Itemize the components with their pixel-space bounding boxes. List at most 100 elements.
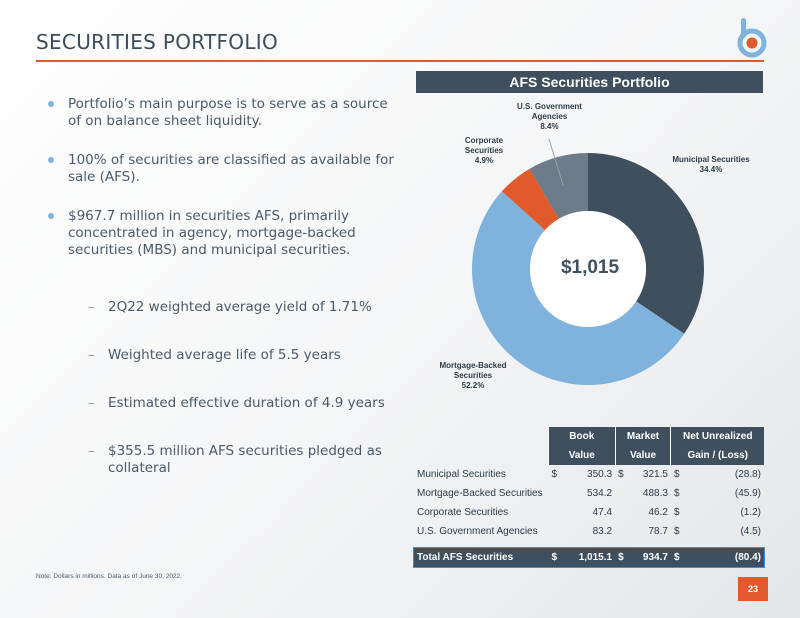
page-title: SECURITIES PORTFOLIO <box>36 30 279 54</box>
currency <box>615 503 631 522</box>
label-mbs-pct: 52.2% <box>461 381 485 390</box>
total-gain: (80.4) <box>686 547 764 567</box>
book-value: 350.3 <box>587 469 613 480</box>
currency: $ <box>673 488 680 499</box>
currency: $ <box>618 469 624 480</box>
col-gain: Net Unrealized <box>670 427 764 446</box>
market-value: 78.7 <box>648 526 668 537</box>
bullet-item: 100% of securities are classified as ava… <box>48 152 398 186</box>
donut-center-total: $1,015 <box>560 257 620 278</box>
currency: $ <box>670 547 687 567</box>
currency <box>615 522 631 541</box>
label-agencies-name2: Agencies <box>531 112 568 121</box>
label-corporate-pct: 4.9% <box>474 156 494 165</box>
page-number: 23 <box>738 577 768 601</box>
label-agencies: U.S. Government Agencies 8.4% <box>502 102 597 132</box>
dash-icon: – <box>88 347 95 363</box>
col-market-2: Value <box>614 446 671 465</box>
col-market: Market <box>614 427 671 446</box>
sub-bullet-text: 2Q22 weighted average yield of 1.71% <box>108 299 372 315</box>
sub-bullet-item: – 2Q22 weighted average yield of 1.71% <box>48 299 398 316</box>
row-name: Municipal Securities <box>417 469 506 480</box>
row-name: U.S. Government Agencies <box>417 526 538 537</box>
col-book-2: Value <box>548 446 616 465</box>
donut-hole <box>530 211 646 327</box>
currency: $ <box>673 526 680 537</box>
donut-svg <box>471 138 704 386</box>
bullet-dot-icon <box>48 213 54 219</box>
bullet-text: 100% of securities are classified as ava… <box>68 152 394 185</box>
bullet-item: $967.7 million in securities AFS, primar… <box>48 208 398 259</box>
currency: $ <box>615 547 632 567</box>
sub-bullet-item: – $355.5 million AFS securities pledged … <box>48 443 398 477</box>
bullet-dot-icon <box>48 101 54 107</box>
total-market: 934.7 <box>631 547 671 567</box>
label-agencies-pct: 8.4% <box>540 122 559 131</box>
bullet-list: Portfolio’s main purpose is to serve as … <box>48 96 398 508</box>
slice-agencies <box>529 153 588 219</box>
currency <box>549 503 565 522</box>
label-mbs-name2: Securities <box>453 371 493 380</box>
table-header-row-2: Value Value Gain / (Loss) <box>414 446 764 465</box>
book-value: 47.4 <box>592 507 613 518</box>
label-mbs: Mortgage-Backed Securities 52.2% <box>416 361 530 391</box>
label-municipal-name: Municipal Securities <box>672 155 750 164</box>
col-book: Book <box>548 427 616 446</box>
currency: $ <box>673 507 680 518</box>
leader-line-agencies <box>548 138 564 186</box>
market-value: 488.3 <box>642 488 668 499</box>
currency <box>549 522 565 541</box>
gain-loss: (45.9) <box>734 488 761 499</box>
label-agencies-name1: U.S. Government <box>517 102 582 111</box>
currency <box>615 484 631 503</box>
slice-mbs <box>471 191 685 386</box>
donut-chart: $1,015 Municipal Securities 34.4% Mortga… <box>416 93 763 403</box>
bullet-item: Portfolio’s main purpose is to serve as … <box>48 96 398 130</box>
row-name: Mortgage-Backed Securities <box>417 488 543 499</box>
sub-bullet-text: Weighted average life of 5.5 years <box>108 347 341 363</box>
bullet-dot-icon <box>48 157 54 163</box>
footnote: Note: Dollars in millions. Data as of Ju… <box>36 573 182 580</box>
table-total-row: Total AFS Securities $ 1,015.1 $ 934.7 $… <box>413 546 765 568</box>
table-row: Mortgage-Backed Securities 534.2 488.3 $… <box>414 484 764 503</box>
currency <box>549 484 565 503</box>
book-value: 83.2 <box>592 526 613 537</box>
market-value: 321.5 <box>642 469 668 480</box>
slice-municipal <box>588 153 704 334</box>
table-header-row-1: Book Market Net Unrealized <box>414 427 764 446</box>
dash-icon: – <box>88 395 95 411</box>
total-book: 1,015.1 <box>564 547 616 567</box>
label-mbs-name1: Mortgage-Backed <box>439 361 507 370</box>
sub-bullet-text: $355.5 million AFS securities pledged as… <box>108 443 382 476</box>
title-divider <box>36 60 764 62</box>
bullet-text: Portfolio’s main purpose is to serve as … <box>68 96 388 129</box>
row-name: Corporate Securities <box>417 507 509 518</box>
bank-logo-icon <box>737 18 767 58</box>
gain-loss: (28.8) <box>734 469 761 480</box>
label-municipal: Municipal Securities 34.4% <box>656 155 766 175</box>
chart-title: AFS Securities Portfolio <box>416 71 763 93</box>
currency: $ <box>548 547 565 567</box>
sub-bullet-item: – Weighted average life of 5.5 years <box>48 347 398 364</box>
gain-loss: (1.2) <box>740 507 761 518</box>
label-corporate-name1: Corporate <box>464 136 504 145</box>
sub-bullet-text: Estimated effective duration of 4.9 year… <box>108 395 385 411</box>
gain-loss: (4.5) <box>740 526 761 537</box>
col-gain-2: Gain / (Loss) <box>670 446 764 465</box>
sub-bullet-item: – Estimated effective duration of 4.9 ye… <box>48 395 398 412</box>
total-name: Total AFS Securities <box>414 547 549 567</box>
label-corporate: Corporate Securities 4.9% <box>450 136 518 166</box>
currency: $ <box>673 469 680 480</box>
label-corporate-name2: Securities <box>464 146 504 155</box>
table-row: Municipal Securities $ 350.3 $ 321.5 $ (… <box>414 465 764 484</box>
table-row: U.S. Government Agencies 83.2 78.7 $ (4.… <box>414 522 764 541</box>
securities-table: Book Market Net Unrealized Value Value G… <box>413 427 765 568</box>
dash-icon: – <box>88 299 95 315</box>
market-value: 46.2 <box>648 507 668 518</box>
label-municipal-pct: 34.4% <box>699 165 723 174</box>
book-value: 534.2 <box>587 488 613 499</box>
bullet-text: $967.7 million in securities AFS, primar… <box>68 208 356 258</box>
currency: $ <box>551 469 558 480</box>
slice-corporate <box>501 168 559 231</box>
table-row: Corporate Securities 47.4 46.2 $ (1.2) <box>414 503 764 522</box>
